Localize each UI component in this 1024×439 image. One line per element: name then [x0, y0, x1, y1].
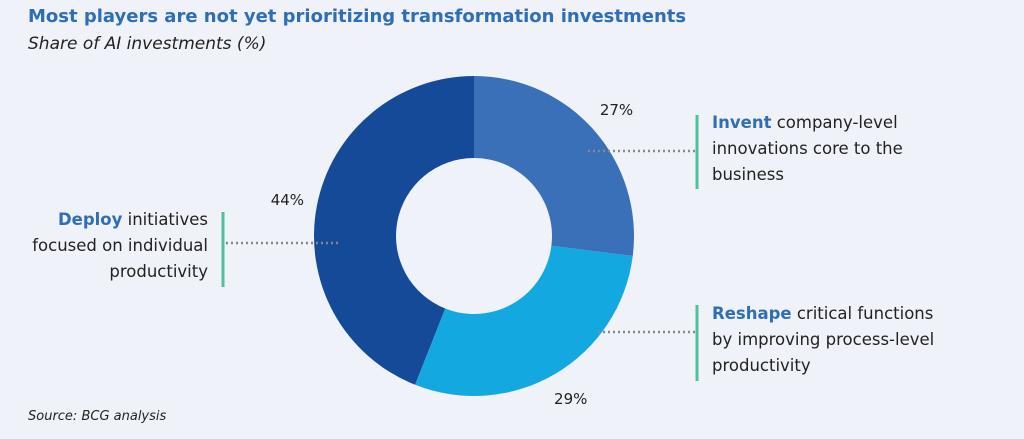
annotation: Invent company-level innovations core to…	[712, 110, 937, 188]
chart-title: Most players are not yet prioritizing tr…	[28, 6, 687, 27]
annotation-keyword: Deploy	[57, 210, 123, 229]
value-label: 29%	[554, 390, 587, 408]
donut-segment	[415, 245, 633, 396]
accents	[221, 115, 699, 381]
leaders	[226, 149, 697, 334]
value-label: 27%	[600, 101, 633, 119]
annotation-keyword: Reshape	[712, 304, 792, 323]
annotation-keyword: Invent	[712, 113, 772, 132]
chart-subtitle: Share of AI investments (%)	[28, 34, 267, 54]
annotation: Reshape critical functions by improving …	[712, 301, 952, 379]
annotation: Deploy initiatives focused on individual…	[28, 207, 208, 285]
source-note: Source: BCG analysis	[28, 409, 167, 424]
value-label: 44%	[271, 191, 304, 209]
annotation-text: initiatives focused on individual produc…	[32, 210, 208, 281]
annotation-text: company-level innovations core to the bu…	[712, 113, 903, 184]
annotation-text: critical functions by improving process-…	[712, 304, 935, 375]
donut-segment	[313, 76, 474, 385]
donut-segment	[474, 76, 634, 257]
